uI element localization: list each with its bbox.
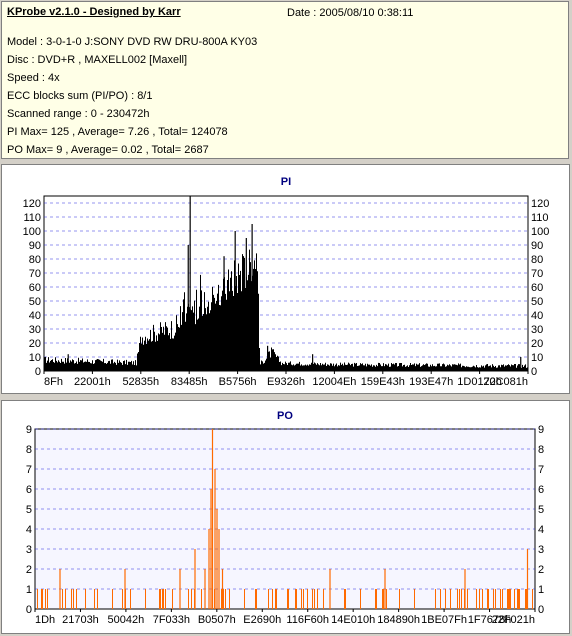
x-tick-label: 116F60h: [286, 614, 329, 626]
x-tick-label: 1BE07Fh: [421, 614, 467, 626]
y-tick-label-right: 100: [531, 226, 549, 238]
y-tick-label-left: 6: [26, 484, 32, 496]
y-tick-label-left: 80: [29, 254, 41, 266]
x-tick-label: B0507h: [198, 614, 236, 626]
y-tick-label-right: 8: [538, 444, 544, 456]
y-tick-label-right: 90: [531, 240, 543, 252]
y-tick-label-right: 7: [538, 464, 544, 476]
x-tick-label: 193E47h: [409, 376, 453, 388]
y-tick-label-right: 50: [531, 296, 543, 308]
y-tick-label-right: 60: [531, 282, 543, 294]
disc-line: Disc : DVD+R , MAXELL002 [Maxell]: [7, 54, 188, 66]
x-tick-label: B5756h: [219, 376, 257, 388]
y-tick-label-right: 6: [538, 484, 544, 496]
y-tick-label-left: 2: [26, 564, 32, 576]
y-tick-label-left: 30: [29, 324, 41, 336]
po-chart-panel: PO 0 0 1 1 2 2 3 3 4 4 5 5 6 6 7 7 8 8 9 9 1Dh 21703h 50042h 7F0…: [1, 400, 570, 634]
model-line: Model : 3-0-1-0 J:SONY DVD RW DRU-800A K…: [7, 36, 258, 48]
x-tick-label: 159E43h: [361, 376, 405, 388]
x-tick-label: 12004Eh: [312, 376, 356, 388]
scan-date: Date : 2005/08/10 0:38:11: [287, 7, 414, 19]
y-tick-label-right: 3: [538, 544, 544, 556]
y-tick-label-left: 70: [29, 268, 41, 280]
x-tick-label: 1Dh: [35, 614, 55, 626]
y-tick-label-left: 0: [26, 604, 32, 616]
x-tick-label: 22F021h: [492, 614, 535, 626]
po-chart: PO 0 0 1 1 2 2 3 3 4 4 5 5 6 6 7 7 8 8 9 9 1Dh 21703h 50042h 7F0…: [26, 410, 544, 626]
bars: [37, 429, 533, 609]
x-tick-label: 52835h: [122, 376, 159, 388]
x-tick-label: 83485h: [171, 376, 208, 388]
x-tick-label: E2690h: [243, 614, 281, 626]
y-tick-label-right: 2: [538, 564, 544, 576]
y-tick-label-left: 7: [26, 464, 32, 476]
y-tick-label-right: 0: [538, 604, 544, 616]
po-summary-line: PO Max= 9 , Average= 0.02 , Total= 2687: [7, 144, 209, 156]
y-tick-label-left: 10: [29, 352, 41, 364]
x-tick-label: 14E010h: [331, 614, 375, 626]
y-tick-label-left: 50: [29, 296, 41, 308]
y-tick-label-left: 100: [23, 226, 41, 238]
y-tick-label-left: 5: [26, 504, 32, 516]
y-tick-label-right: 40: [531, 310, 543, 322]
x-tick-label: 184890h: [377, 614, 420, 626]
y-tick-label-right: 80: [531, 254, 543, 266]
bars: [44, 196, 528, 371]
x-tick-label: 22001h: [74, 376, 111, 388]
x-tick-label: 8Fh: [44, 376, 63, 388]
speed-line: Speed : 4x: [7, 72, 60, 84]
y-tick-label-left: 60: [29, 282, 41, 294]
plot-area: [43, 195, 529, 372]
range-line: Scanned range : 0 - 230472h: [7, 108, 150, 120]
y-tick-label-right: 120: [531, 198, 549, 210]
y-tick-label-left: 20: [29, 338, 41, 350]
plot-area: [34, 428, 536, 610]
y-tick-label-right: 20: [531, 338, 543, 350]
x-tick-label: 7F033h: [153, 614, 190, 626]
y-tick-label-left: 120: [23, 198, 41, 210]
x-tick-label: 1D0172h: [457, 376, 502, 388]
y-tick-label-left: 0: [35, 366, 41, 378]
y-tick-label-left: 90: [29, 240, 41, 252]
y-tick-label-right: 0: [531, 366, 537, 378]
y-tick-label-right: 9: [538, 424, 544, 436]
x-tick-label: 20C081h: [483, 376, 528, 388]
y-tick-label-right: 4: [538, 524, 544, 536]
y-tick-label-right: 1: [538, 584, 544, 596]
x-tick-label: E9326h: [267, 376, 305, 388]
chart-title: PO: [277, 410, 293, 422]
x-tick-label: 1F7678h: [468, 614, 511, 626]
x-tick-label: 21703h: [62, 614, 99, 626]
y-tick-label-left: 1: [26, 584, 32, 596]
app-title: KProbe v2.1.0 - Designed by Karr: [7, 6, 181, 18]
y-tick-label-right: 110: [531, 212, 549, 224]
pi-summary-line: PI Max= 125 , Average= 7.26 , Total= 124…: [7, 126, 228, 138]
y-tick-label-right: 10: [531, 352, 543, 364]
y-tick-label-right: 5: [538, 504, 544, 516]
pi-chart: PI 0 0 10 10 20 20 30 30 40 40 50 50 60 60 70 70 80 80 90 90…: [23, 176, 550, 388]
y-tick-label-right: 30: [531, 324, 543, 336]
x-tick-label: 50042h: [108, 614, 145, 626]
chart-title: PI: [281, 176, 291, 188]
info-panel: KProbe v2.1.0 - Designed by Karr Date : …: [1, 1, 569, 159]
y-tick-label-left: 40: [29, 310, 41, 322]
y-tick-label-left: 110: [23, 212, 41, 224]
y-tick-label-left: 3: [26, 544, 32, 556]
y-tick-label-left: 8: [26, 444, 32, 456]
ecc-line: ECC blocks sum (PI/PO) : 8/1: [7, 90, 153, 102]
y-tick-label-left: 9: [26, 424, 32, 436]
y-tick-label-left: 4: [26, 524, 32, 536]
y-tick-label-right: 70: [531, 268, 543, 280]
pi-chart-panel: PI 0 0 10 10 20 20 30 30 40 40 50 50 60 60 70 70 80 80 90 90…: [1, 164, 570, 394]
